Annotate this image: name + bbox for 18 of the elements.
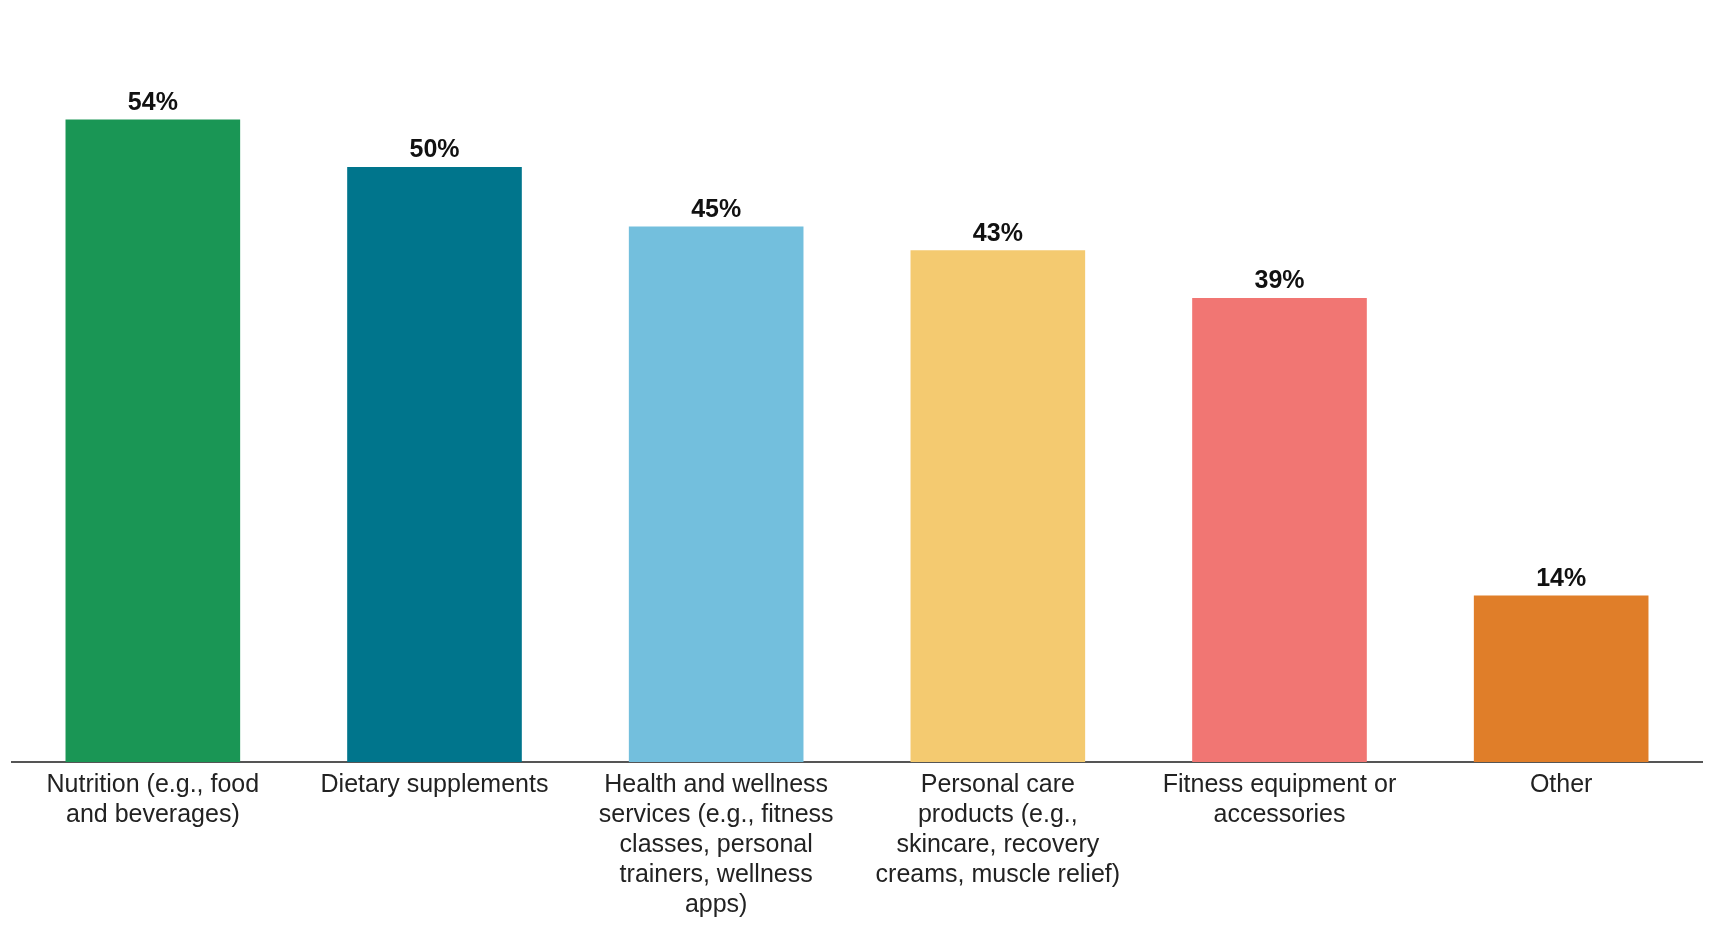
x-tick-label: Nutrition (e.g., food and beverages) <box>46 768 260 827</box>
data-label: 14% <box>1536 562 1587 591</box>
data-label: 50% <box>409 134 460 163</box>
bar <box>910 250 1086 762</box>
x-tick-label: Personal care products (e.g., skincare, recovery creams, muscle relief) <box>875 768 1121 887</box>
bar <box>628 226 804 762</box>
x-tick-label: Health and wellness services (e.g., fitness classes, personal trainers, wellness apps) <box>598 768 834 917</box>
data-label: 43% <box>972 217 1023 246</box>
bar <box>65 119 241 762</box>
bar <box>1192 297 1367 762</box>
data-label: 39% <box>1254 265 1305 294</box>
bar <box>1473 595 1649 762</box>
data-label: 45% <box>691 193 742 222</box>
x-tick-label: Other <box>1529 768 1593 797</box>
bar <box>347 167 522 762</box>
x-tick-label: Fitness equipment or accessories <box>1162 768 1397 827</box>
x-tick-label: Dietary supplements <box>320 768 549 797</box>
data-label: 54% <box>127 86 178 115</box>
